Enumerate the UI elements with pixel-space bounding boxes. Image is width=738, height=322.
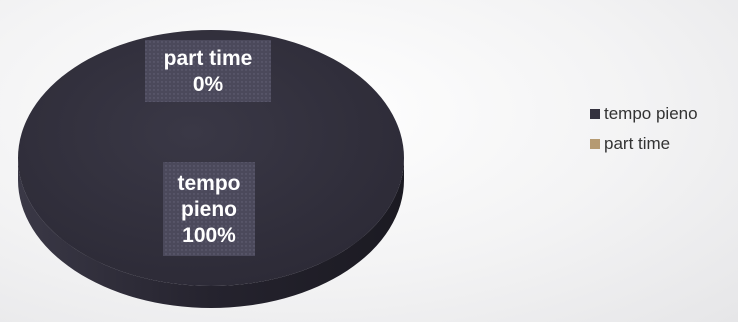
data-labels: tempo pieno 100% part time 0% bbox=[145, 40, 271, 256]
pie-slices bbox=[18, 30, 404, 308]
pie-side-wall bbox=[18, 158, 404, 308]
legend-item-part-time: part time bbox=[590, 134, 670, 153]
data-label-box bbox=[163, 162, 255, 256]
legend-swatch bbox=[590, 109, 600, 119]
legend-label: part time bbox=[604, 134, 670, 153]
data-label-value: 0% bbox=[193, 73, 224, 96]
data-label-box bbox=[145, 40, 271, 102]
legend-item-tempo-pieno: tempo pieno bbox=[590, 104, 698, 123]
legend-swatch bbox=[590, 139, 600, 149]
data-label-value: 100% bbox=[182, 224, 236, 247]
legend-label: tempo pieno bbox=[604, 104, 698, 123]
data-label-category: tempo bbox=[178, 172, 241, 195]
data-label-category: part time bbox=[164, 47, 253, 70]
data-label-tempo-pieno: tempo pieno 100% bbox=[163, 162, 255, 256]
legend: tempo pieno part time bbox=[590, 104, 698, 153]
pie-slice-tempo-pieno bbox=[18, 30, 404, 286]
data-label-category: pieno bbox=[181, 198, 237, 221]
data-label-part-time: part time 0% bbox=[145, 40, 271, 102]
